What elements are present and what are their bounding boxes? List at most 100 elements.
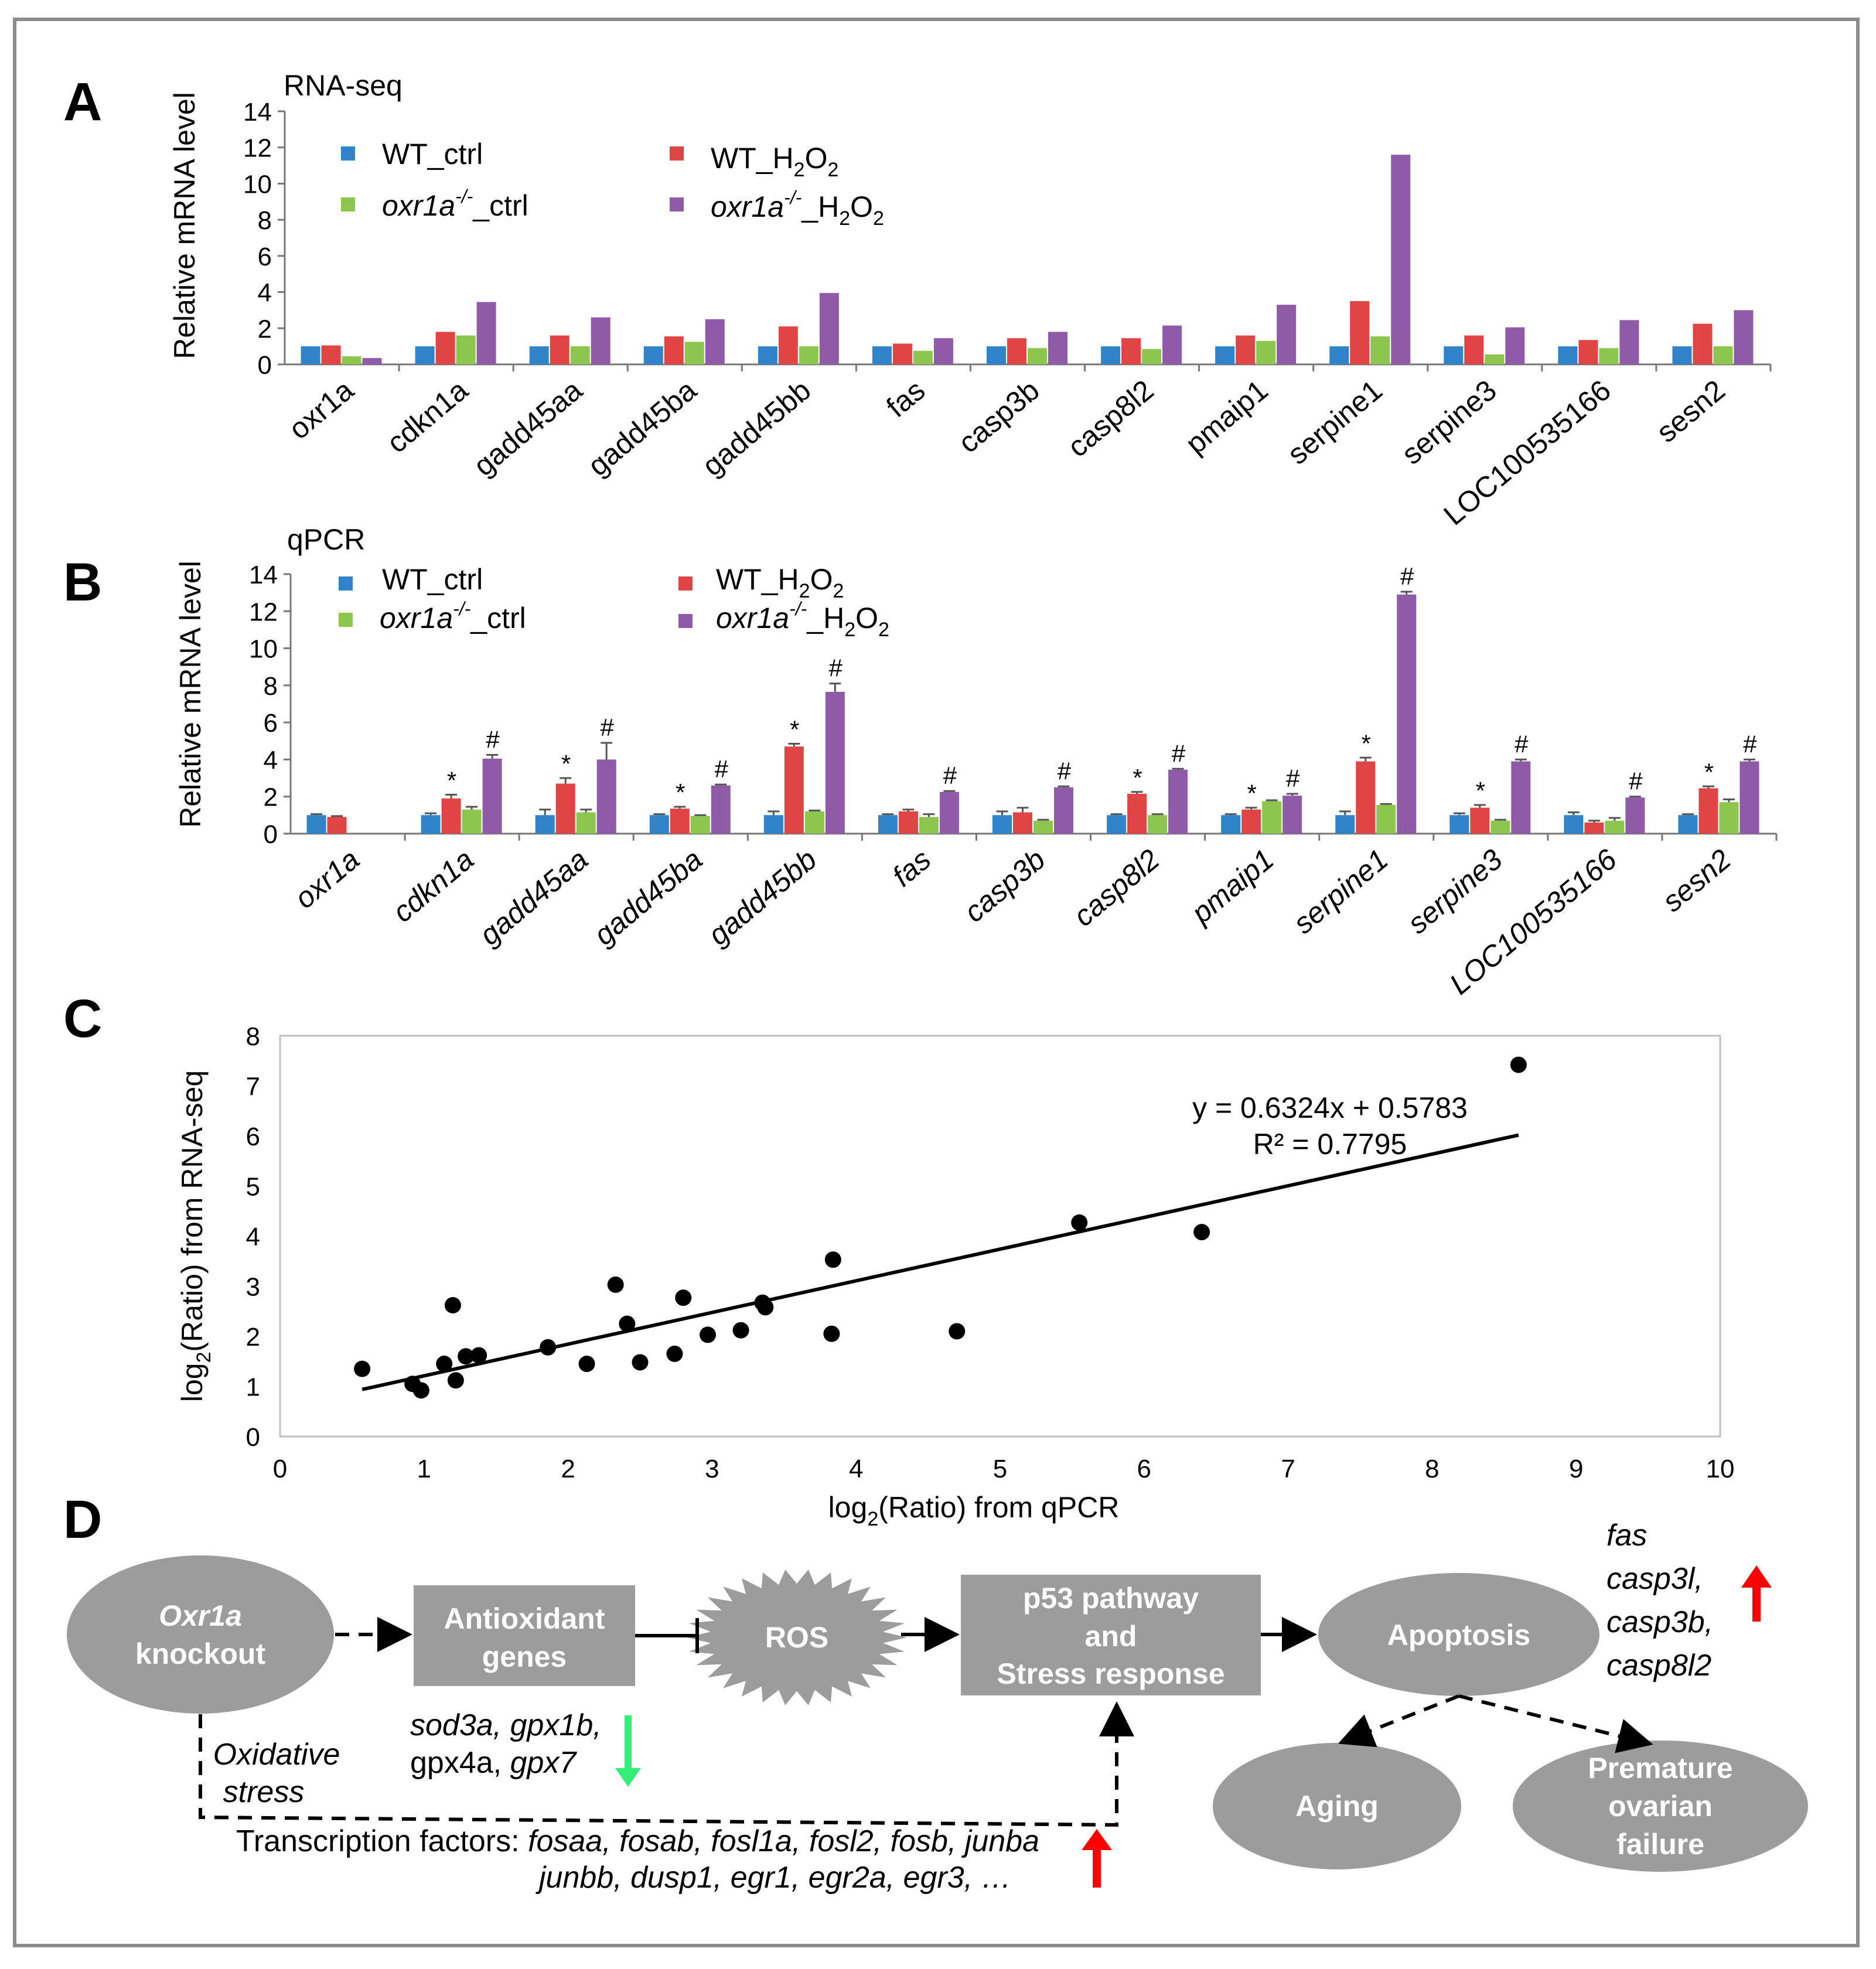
scatter-point [619, 1315, 636, 1332]
bar-casp8l2-s0 [1101, 346, 1121, 364]
bar-serpine1-s3 [1397, 594, 1417, 834]
bar-pmaip1-s2 [1262, 801, 1282, 834]
oxidative-stress-label-1: Oxidative [213, 1738, 340, 1772]
bar-LOC100535166-s2 [1605, 820, 1625, 834]
bar-serpine3-s0 [1449, 815, 1469, 834]
bar-pmaip1-s3 [1277, 305, 1297, 364]
bar-casp8l2-s3 [1168, 769, 1188, 834]
bar-casp3b-s0 [987, 346, 1006, 364]
hash-mark: # [1629, 767, 1643, 795]
scatter-point [700, 1326, 717, 1343]
y-tick-label: 14 [243, 98, 272, 127]
scatter-point [675, 1289, 692, 1306]
hash-mark: # [1515, 730, 1529, 757]
bar-fas-s0 [878, 815, 898, 834]
legend-wt-ctrl: WT_ctrl [382, 138, 483, 170]
bar-oxr1a-s0 [301, 346, 320, 364]
bar-gadd45ba-s3 [711, 785, 731, 834]
hash-mark: # [829, 654, 843, 682]
bar-pmaip1-s3 [1282, 796, 1302, 834]
bar-gadd45ba-s0 [643, 346, 663, 364]
x-tick-label: 3 [705, 1455, 719, 1483]
node-ros-label: ROS [765, 1621, 828, 1654]
bar-sesn2-s2 [1719, 802, 1739, 834]
bar-sesn2-s2 [1713, 346, 1733, 364]
y-tick-label: 0 [246, 1423, 260, 1452]
transcription-factors-line-1: Transcription factors: fosaa, fosab, fos… [236, 1824, 1039, 1858]
y-tick-label: 6 [258, 243, 272, 271]
hash-mark: # [601, 714, 615, 741]
bar-serpine1-s2 [1370, 336, 1390, 364]
x-label-casp8l2: casp8l2 [1062, 374, 1160, 464]
chart-c-xlabel: log2(Ratio) from qPCR [828, 1491, 1120, 1530]
scatter-point [458, 1348, 475, 1365]
bar-cdkn1a-s0 [415, 346, 435, 364]
apoptosis-gene-4: casp8l2 [1606, 1649, 1711, 1683]
bar-fas-s3 [933, 338, 953, 364]
edge-apoptosis-to-pof [1458, 1694, 1653, 1753]
bar-cdkn1a-s1 [441, 798, 461, 834]
scatter-point [444, 1296, 461, 1313]
legend-swatch-oxr-ctrl [341, 197, 355, 211]
chart-a-ylabel: Relative mRNA level [168, 92, 201, 359]
oxidative-stress-label-2: stress [223, 1775, 305, 1809]
node-p53-pathway [961, 1575, 1261, 1695]
bar-gadd45bb-s0 [763, 815, 783, 834]
bar-sesn2-s0 [1678, 815, 1698, 834]
bar-fas-s2 [919, 817, 939, 834]
x-label-pmaip1: pmaip1 [1184, 843, 1280, 931]
bar-casp3b-s3 [1048, 332, 1067, 364]
bar-fas-s1 [892, 343, 912, 364]
chart-c-points [354, 1056, 1527, 1399]
bar-cdkn1a-s0 [421, 815, 441, 834]
chart-b-ylabel: Relative mRNA level [174, 561, 207, 828]
bar-gadd45ba-s2 [684, 342, 704, 364]
x-label-serpine1: serpine1 [1287, 843, 1394, 940]
x-label-sesn2: sesn2 [1656, 842, 1737, 918]
bar-gadd45ba-s0 [649, 815, 669, 834]
hash-mark: # [1743, 730, 1757, 757]
bar-fas-s2 [913, 350, 933, 364]
scatter-point [823, 1325, 840, 1342]
node-oxr1a-label-1: Oxr1a [159, 1599, 242, 1632]
y-tick-label: 2 [258, 315, 272, 343]
bar-casp8l2-s2 [1142, 349, 1162, 364]
x-label-oxr1a: oxr1a [288, 843, 366, 915]
y-tick-label: 6 [246, 1122, 260, 1151]
bar-cdkn1a-s2 [462, 809, 482, 834]
y-tick-label: 6 [264, 709, 278, 738]
bar-LOC100535166-s0 [1564, 815, 1584, 834]
panel-d-pathway-diagram: D Oxr1a knockout Antioxidant genes ROS p… [63, 1490, 1808, 1895]
bar-casp3b-s1 [1007, 338, 1026, 364]
chart-b-significance-marks: * # * # * # * # # # * # * # * # * # # * # [447, 562, 1757, 807]
legend-swatch-oxr-h2o2 [670, 197, 684, 211]
bar-pmaip1-s1 [1236, 335, 1256, 364]
node-oxr1a-knockout [67, 1555, 334, 1714]
scatter-point [1193, 1224, 1210, 1241]
bar-oxr1a-s2 [342, 356, 361, 364]
bar-LOC100535166-s0 [1558, 346, 1578, 364]
apoptosis-gene-3: casp3b, [1606, 1605, 1713, 1639]
node-p53-label-3: Stress response [997, 1657, 1224, 1690]
y-tick-label: 2 [264, 783, 278, 812]
x-tick-label: 4 [849, 1455, 863, 1483]
star-mark: * [1704, 758, 1714, 786]
x-tick-label: 6 [1137, 1455, 1151, 1483]
x-label-gadd45bb: gadd45bb [702, 843, 823, 952]
node-pof-label-3: failure [1616, 1828, 1704, 1861]
y-tick-label: 12 [249, 598, 278, 626]
bar-casp3b-s1 [1013, 812, 1032, 834]
hash-mark: # [1400, 562, 1414, 590]
legend-oxr-ctrl: oxr1a-/-_ctrl [382, 186, 528, 222]
bar-pmaip1-s0 [1221, 815, 1241, 834]
bar-sesn2-s0 [1672, 346, 1692, 364]
x-label-gadd45ba: gadd45ba [588, 843, 708, 952]
legend-b-wt-ctrl: WT_ctrl [382, 563, 483, 596]
up-arrow-icon-apoptosis [1741, 1565, 1772, 1588]
panel-label-d: D [63, 1490, 102, 1550]
bar-gadd45ba-s1 [664, 336, 684, 364]
x-tick-label: 0 [273, 1455, 287, 1483]
hash-mark: # [1058, 757, 1072, 784]
